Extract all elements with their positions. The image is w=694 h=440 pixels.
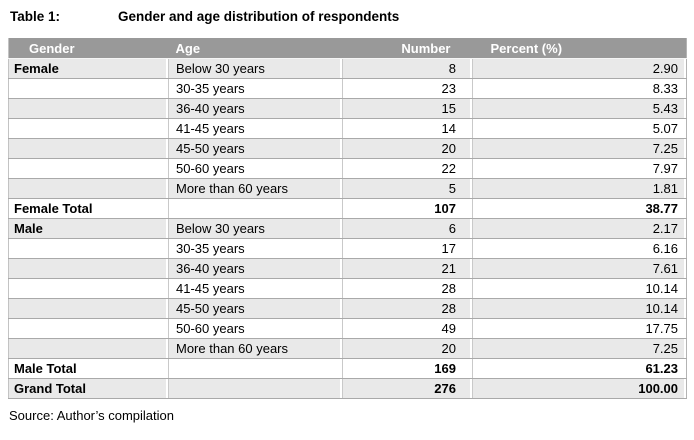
number-cell: 22 bbox=[342, 158, 473, 179]
number-cell: 21 bbox=[342, 258, 473, 279]
percent-cell: 2.17 bbox=[472, 218, 687, 239]
number-cell: 20 bbox=[342, 338, 473, 359]
percent-cell: 6.16 bbox=[472, 238, 687, 259]
percent-cell: 7.61 bbox=[472, 258, 687, 279]
gender-cell bbox=[8, 138, 169, 159]
percent-cell: 8.33 bbox=[472, 78, 687, 99]
number-cell: 14 bbox=[342, 118, 473, 139]
column-header-age: Age bbox=[168, 38, 343, 59]
table-row: 50-60 years 22 7.97 bbox=[8, 158, 687, 179]
table-row: Male Total 169 61.23 bbox=[8, 358, 687, 379]
age-cell: 36-40 years bbox=[168, 258, 343, 279]
percent-cell: 1.81 bbox=[472, 178, 687, 199]
table-header: Gender Age Number Percent (%) bbox=[8, 38, 687, 59]
gender-cell bbox=[8, 318, 169, 339]
table-row: More than 60 years 20 7.25 bbox=[8, 338, 687, 359]
number-cell: 15 bbox=[342, 98, 473, 119]
percent-cell: 10.14 bbox=[472, 278, 687, 299]
number-cell: 169 bbox=[342, 358, 473, 379]
gender-cell: Male bbox=[8, 218, 169, 239]
table-row: 41-45 years 28 10.14 bbox=[8, 278, 687, 299]
number-cell: 8 bbox=[342, 58, 473, 79]
table-row: 36-40 years 15 5.43 bbox=[8, 98, 687, 119]
percent-cell: 5.43 bbox=[472, 98, 687, 119]
gender-cell bbox=[8, 258, 169, 279]
percent-cell: 10.14 bbox=[472, 298, 687, 319]
percent-cell: 17.75 bbox=[472, 318, 687, 339]
age-cell: Below 30 years bbox=[168, 218, 343, 239]
age-cell: 36-40 years bbox=[168, 98, 343, 119]
percent-cell: 2.90 bbox=[472, 58, 687, 79]
table-row: 30-35 years 17 6.16 bbox=[8, 238, 687, 259]
table-row: Grand Total 276 100.00 bbox=[8, 378, 687, 399]
age-cell: 41-45 years bbox=[168, 118, 343, 139]
table-caption-text: Gender and age distribution of responden… bbox=[118, 9, 400, 24]
gender-cell bbox=[8, 338, 169, 359]
gender-cell bbox=[8, 118, 169, 139]
percent-cell: 100.00 bbox=[472, 378, 687, 399]
age-cell: 41-45 years bbox=[168, 278, 343, 299]
table-caption: Table 1: Gender and age distribution of … bbox=[0, 0, 694, 25]
number-cell: 28 bbox=[342, 278, 473, 299]
table-row: 41-45 years 14 5.07 bbox=[8, 118, 687, 139]
table-row: 45-50 years 20 7.25 bbox=[8, 138, 687, 159]
gender-cell bbox=[8, 158, 169, 179]
column-header-percent: Percent (%) bbox=[472, 38, 687, 59]
age-cell: 45-50 years bbox=[168, 138, 343, 159]
age-cell: Below 30 years bbox=[168, 58, 343, 79]
number-cell: 6 bbox=[342, 218, 473, 239]
gender-cell bbox=[8, 278, 169, 299]
gender-cell bbox=[8, 78, 169, 99]
percent-cell: 38.77 bbox=[472, 198, 687, 219]
percent-cell: 7.25 bbox=[472, 338, 687, 359]
gender-cell: Male Total bbox=[8, 358, 169, 379]
gender-cell: Female bbox=[8, 58, 169, 79]
number-cell: 23 bbox=[342, 78, 473, 99]
table-row: 50-60 years 49 17.75 bbox=[8, 318, 687, 339]
gender-cell bbox=[8, 298, 169, 319]
gender-age-table: Gender Age Number Percent (%) Female Belo… bbox=[8, 38, 687, 399]
number-cell: 5 bbox=[342, 178, 473, 199]
age-cell: 50-60 years bbox=[168, 318, 343, 339]
number-cell: 28 bbox=[342, 298, 473, 319]
table-row: More than 60 years 5 1.81 bbox=[8, 178, 687, 199]
column-header-number: Number bbox=[342, 38, 473, 59]
age-cell: 50-60 years bbox=[168, 158, 343, 179]
age-cell bbox=[168, 358, 343, 379]
table-row: Female Below 30 years 8 2.90 bbox=[8, 58, 687, 79]
table-row: 30-35 years 23 8.33 bbox=[8, 78, 687, 99]
header-row: Gender Age Number Percent (%) bbox=[8, 38, 687, 59]
number-cell: 276 bbox=[342, 378, 473, 399]
number-cell: 107 bbox=[342, 198, 473, 219]
table-row: 36-40 years 21 7.61 bbox=[8, 258, 687, 279]
age-cell: More than 60 years bbox=[168, 338, 343, 359]
percent-cell: 7.97 bbox=[472, 158, 687, 179]
gender-cell bbox=[8, 238, 169, 259]
age-cell: 30-35 years bbox=[168, 238, 343, 259]
table-body: Female Below 30 years 8 2.90 30-35 years 23 8.… bbox=[8, 58, 687, 399]
gender-cell bbox=[8, 98, 169, 119]
gender-cell: Grand Total bbox=[8, 378, 169, 399]
number-cell: 20 bbox=[342, 138, 473, 159]
age-cell bbox=[168, 378, 343, 399]
percent-cell: 7.25 bbox=[472, 138, 687, 159]
gender-cell bbox=[8, 178, 169, 199]
gender-cell: Female Total bbox=[8, 198, 169, 219]
table-caption-label: Table 1: bbox=[10, 9, 61, 24]
column-header-gender: Gender bbox=[8, 38, 169, 59]
age-cell: More than 60 years bbox=[168, 178, 343, 199]
number-cell: 49 bbox=[342, 318, 473, 339]
age-cell bbox=[168, 198, 343, 219]
percent-cell: 61.23 bbox=[472, 358, 687, 379]
percent-cell: 5.07 bbox=[472, 118, 687, 139]
table-row: 45-50 years 28 10.14 bbox=[8, 298, 687, 319]
source-note: Source: Author’s compilation bbox=[9, 408, 175, 423]
table-row: Female Total 107 38.77 bbox=[8, 198, 687, 219]
number-cell: 17 bbox=[342, 238, 473, 259]
age-cell: 30-35 years bbox=[168, 78, 343, 99]
age-cell: 45-50 years bbox=[168, 298, 343, 319]
table-row: Male Below 30 years 6 2.17 bbox=[8, 218, 687, 239]
